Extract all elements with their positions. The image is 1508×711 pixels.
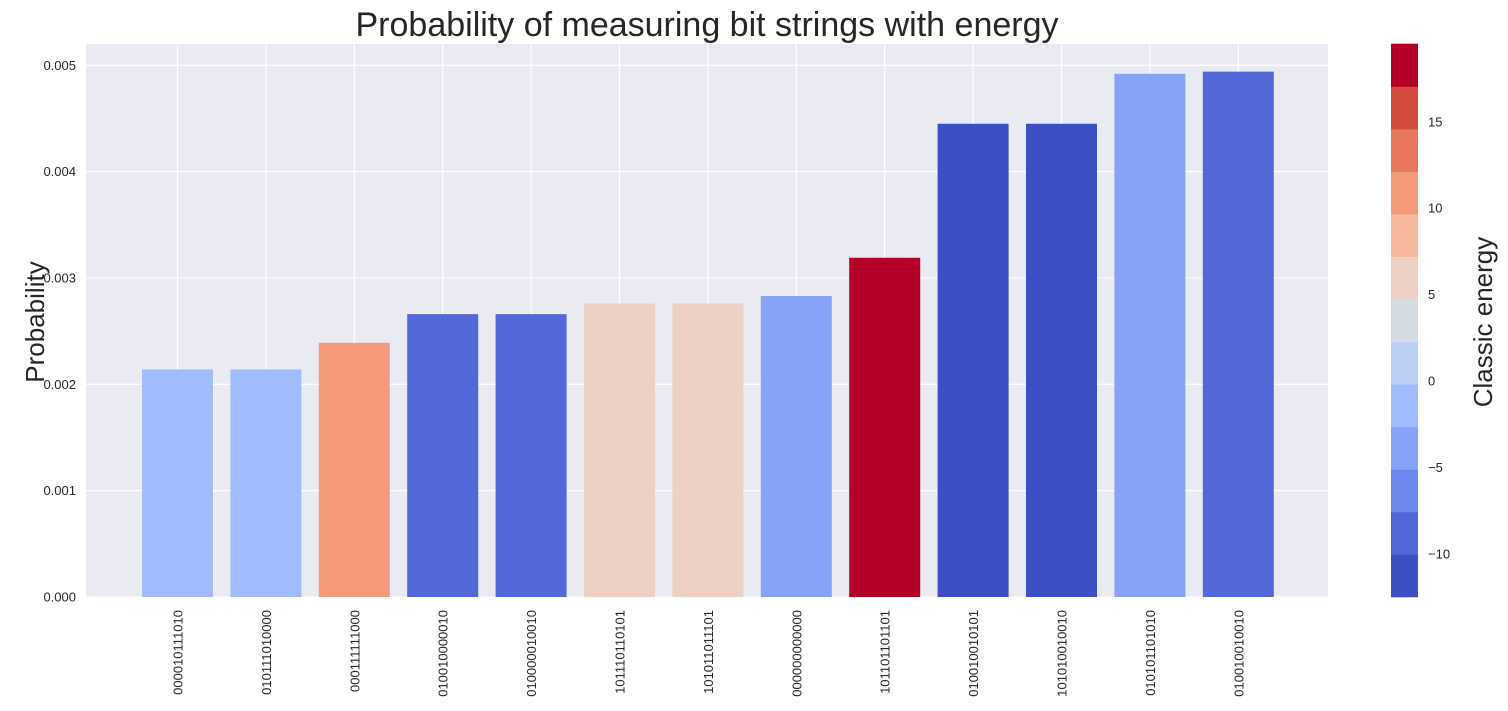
x-tick-label: 101011011101 <box>701 610 716 694</box>
bar <box>495 314 567 597</box>
y-tick-label: 0.000 <box>43 590 76 605</box>
bar <box>760 296 832 597</box>
y-axis-label: Probability <box>20 261 50 382</box>
colorbar-segment <box>1391 554 1418 598</box>
x-tick-label: 010010000010 <box>436 610 451 697</box>
colorbar-segment <box>1391 43 1418 87</box>
colorbar-segment <box>1391 341 1418 385</box>
bar <box>672 303 744 597</box>
bar <box>849 257 921 597</box>
plot-area: 0.000 0.001 0.002 0.003 0.004 0.005 0000101110… <box>43 44 1328 697</box>
x-tick-label: 000111111000 <box>347 610 362 692</box>
colorbar-segment <box>1391 128 1418 172</box>
y-tick-label: 0.005 <box>43 58 76 73</box>
bar <box>937 123 1009 597</box>
bar <box>1202 71 1274 597</box>
bar <box>318 342 390 597</box>
colorbar-tick-label: −10 <box>1428 546 1450 561</box>
colorbar-segment <box>1391 171 1418 215</box>
y-tick-label: 0.003 <box>43 270 76 285</box>
colorbar-tick-label: 10 <box>1428 201 1442 216</box>
x-tick-label: 101110110101 <box>613 610 628 694</box>
bar <box>142 369 213 597</box>
colorbar-segment <box>1391 298 1418 343</box>
x-tick-label: 101101101101 <box>878 610 893 694</box>
colorbar-tick-label: −5 <box>1428 460 1443 475</box>
colorbar-segment <box>1391 86 1418 130</box>
x-tick-label: 010010010010 <box>1231 610 1246 697</box>
colorbar-tick-label: 5 <box>1428 287 1435 302</box>
bar <box>584 303 655 597</box>
bar <box>407 314 479 597</box>
x-tick-label: 010101101010 <box>1143 610 1158 696</box>
colorbar-segment <box>1391 511 1418 555</box>
colorbar-segment <box>1391 384 1418 428</box>
x-tick-label: 000000000000 <box>789 610 804 697</box>
x-tick-label: 000010111010 <box>171 610 186 695</box>
colorbar-segment <box>1391 213 1418 257</box>
colorbar-segment <box>1391 256 1418 300</box>
colorbar-label: Classic energy <box>1468 237 1498 408</box>
y-tick-label: 0.001 <box>43 483 76 498</box>
bar <box>1114 73 1186 598</box>
x-tick-label: 010111010000 <box>259 610 274 695</box>
bar <box>230 369 302 597</box>
bar <box>1026 123 1097 597</box>
x-tick-label: 101010010010 <box>1055 610 1070 697</box>
x-tick-label: 010010010101 <box>966 610 981 697</box>
y-tick-label: 0.002 <box>43 377 76 392</box>
x-tick-label: 010000010010 <box>524 610 539 697</box>
chart-title: Probability of measuring bit strings wit… <box>356 6 1059 44</box>
colorbar-segment <box>1391 426 1418 470</box>
colorbar-tick-label: 0 <box>1428 373 1435 388</box>
colorbar-tick-label: 15 <box>1428 114 1442 129</box>
colorbar-segment <box>1391 469 1418 513</box>
colorbar: −10 −5 0 5 10 15 <box>1391 43 1450 598</box>
y-tick-label: 0.004 <box>43 164 76 179</box>
